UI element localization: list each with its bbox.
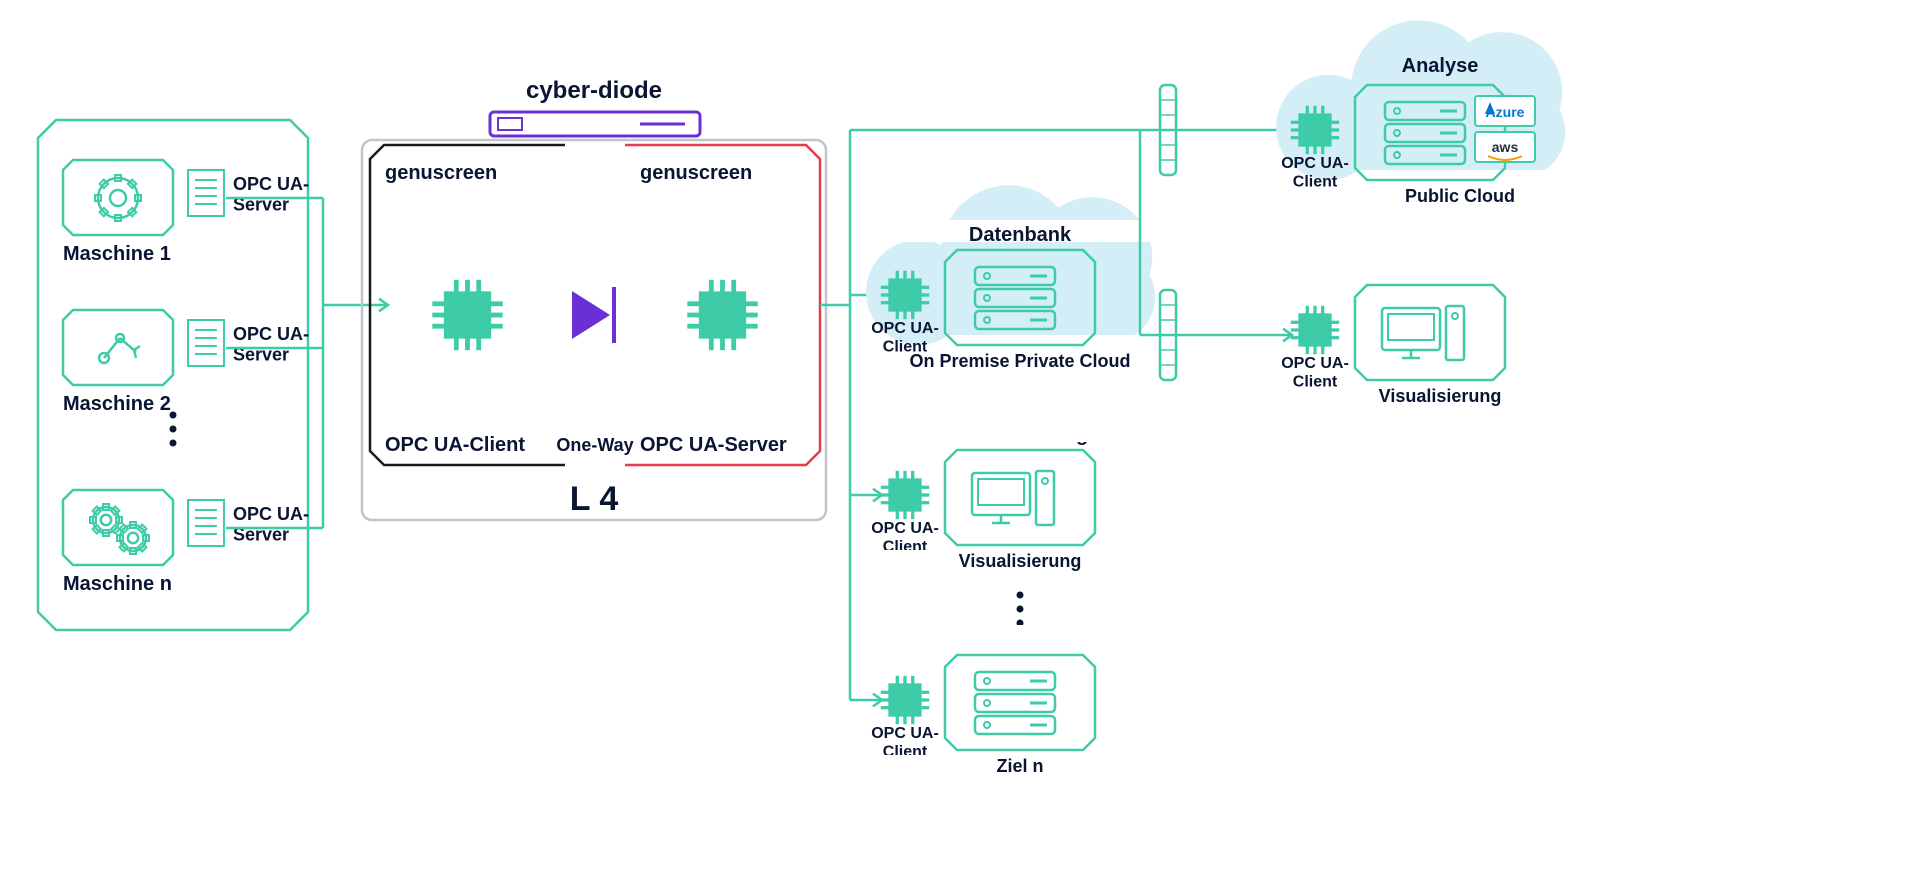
svg-text:OPC UA-: OPC UA- [233, 174, 309, 194]
svg-text:Public Cloud: Public Cloud [1405, 186, 1515, 206]
svg-text:Client: Client [1293, 173, 1338, 190]
svg-text:OPC UA-: OPC UA- [871, 320, 939, 337]
svg-text:OPC UA-: OPC UA- [233, 504, 309, 524]
svg-text:One-Way: One-Way [556, 435, 633, 455]
svg-text:OPC UA-: OPC UA- [1281, 355, 1349, 372]
svg-text:aws: aws [1492, 139, 1519, 155]
svg-text:Maschine n: Maschine n [63, 573, 172, 595]
svg-text:genuscreen: genuscreen [640, 162, 752, 184]
svg-text:Client: Client [1293, 373, 1338, 390]
svg-text:Analyse: Analyse [1402, 55, 1479, 77]
svg-text:OPC UA-Server: OPC UA-Server [640, 434, 787, 456]
svg-text:Visualisierung: Visualisierung [1379, 386, 1502, 406]
svg-text:Ziel n: Ziel n [996, 756, 1043, 776]
svg-text:OPC UA-: OPC UA- [1281, 155, 1349, 172]
svg-text:Visualisierung: Visualisierung [959, 551, 1082, 571]
svg-text:On Premise Private Cloud: On Premise Private Cloud [909, 351, 1130, 371]
svg-text:Maschine 2: Maschine 2 [63, 393, 171, 415]
svg-text:cyber-diode: cyber-diode [526, 77, 662, 104]
svg-text:L 4: L 4 [570, 480, 619, 518]
svg-text:Datenbank: Datenbank [969, 224, 1072, 246]
svg-text:OPC UA-: OPC UA- [871, 725, 939, 742]
svg-text:Maschine 1: Maschine 1 [63, 243, 171, 265]
svg-text:OPC UA-: OPC UA- [233, 324, 309, 344]
svg-text:OPC UA-Client: OPC UA-Client [385, 434, 525, 456]
svg-text:genuscreen: genuscreen [385, 162, 497, 184]
svg-text:OPC UA-: OPC UA- [871, 520, 939, 537]
